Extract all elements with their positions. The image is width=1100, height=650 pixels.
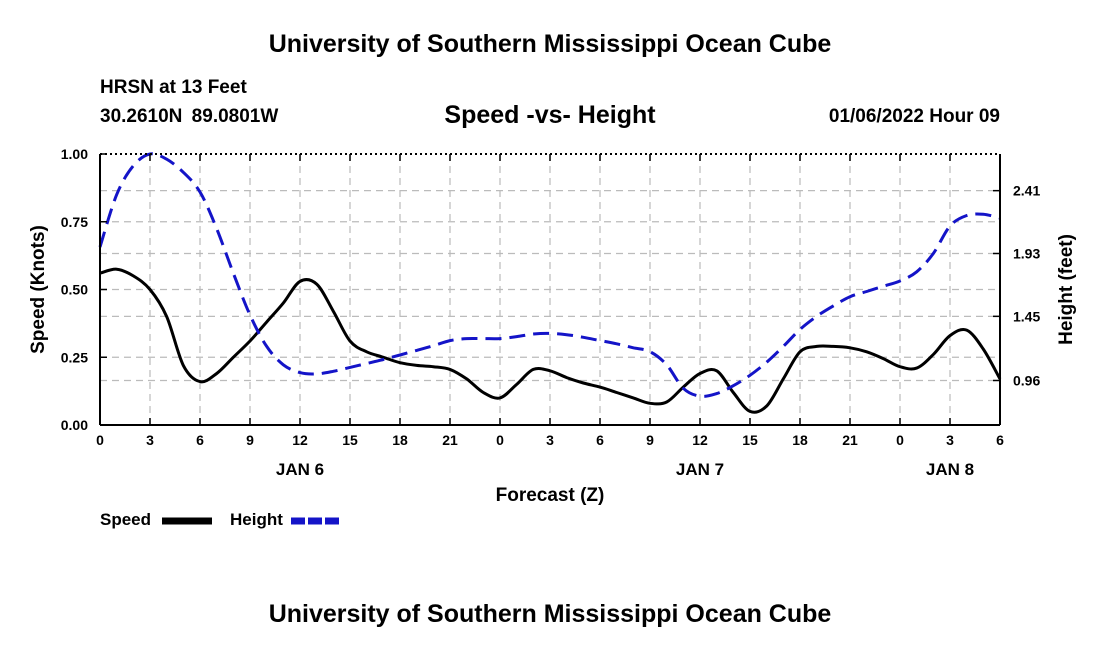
x-axis-title: Forecast (Z) bbox=[496, 485, 605, 506]
x-tick-label: 3 bbox=[546, 432, 554, 448]
axes: 0 3 6 9 12 15 18 21 0 3 6 9 12 15 18 21 0 3 6 0.00 0.25 0.50 0… bbox=[28, 146, 1077, 506]
x-tick-label: 0 bbox=[496, 432, 504, 448]
station-coordinates: 30.2610N 89.0801W bbox=[100, 106, 279, 127]
speed-series-line bbox=[99, 267, 1002, 414]
y2-tick-label: 1.45 bbox=[1013, 308, 1040, 324]
forecast-datetime: 01/06/2022 Hour 09 bbox=[828, 106, 1000, 127]
series-layer bbox=[98, 152, 1002, 414]
legend-label-speed: Speed bbox=[100, 510, 151, 529]
y2-tick-label: 0.96 bbox=[1013, 372, 1040, 388]
y-axis-title: Speed (Knots) bbox=[28, 225, 49, 354]
x-tick-label: 15 bbox=[742, 432, 758, 448]
y-tick-label: 0.25 bbox=[61, 349, 88, 365]
gridlines bbox=[100, 154, 1000, 425]
x-tick-label: 21 bbox=[842, 432, 858, 448]
day-label: JAN 6 bbox=[276, 460, 324, 479]
x-tick-label: 21 bbox=[442, 432, 458, 448]
x-tick-label: 3 bbox=[946, 432, 954, 448]
y2-axis-title: Height (feet) bbox=[1056, 234, 1077, 345]
legend: Speed Height bbox=[100, 510, 342, 529]
x-tick-label: 0 bbox=[896, 432, 904, 448]
chart-subtitle: Speed -vs- Height bbox=[444, 101, 656, 129]
height-series-line bbox=[98, 152, 1001, 398]
station-label: HRSN at 13 Feet bbox=[100, 77, 247, 98]
x-tick-label: 3 bbox=[146, 432, 154, 448]
day-label: JAN 7 bbox=[676, 460, 724, 479]
x-tick-label: 18 bbox=[392, 432, 408, 448]
footer-title: University of Southern Mississippi Ocean… bbox=[268, 600, 832, 628]
x-tick-label: 6 bbox=[996, 432, 1004, 448]
y2-tick-label: 2.41 bbox=[1013, 183, 1040, 199]
x-tick-label: 12 bbox=[292, 432, 308, 448]
x-tick-label: 9 bbox=[646, 432, 654, 448]
x-tick-label: 0 bbox=[96, 432, 104, 448]
y-tick-label: 1.00 bbox=[61, 146, 88, 162]
chart-title: University of Southern Mississippi Ocean… bbox=[268, 30, 832, 58]
x-tick-label: 18 bbox=[792, 432, 808, 448]
day-label: JAN 8 bbox=[926, 460, 974, 479]
x-tick-label: 6 bbox=[596, 432, 604, 448]
legend-label-height: Height bbox=[230, 510, 283, 529]
y-tick-label: 0.75 bbox=[61, 214, 88, 230]
y-tick-label: 0.50 bbox=[61, 282, 88, 298]
x-tick-label: 15 bbox=[342, 432, 358, 448]
x-tick-label: 12 bbox=[692, 432, 708, 448]
x-tick-label: 9 bbox=[246, 432, 254, 448]
y-tick-label: 0.00 bbox=[61, 417, 88, 433]
x-tick-label: 6 bbox=[196, 432, 204, 448]
y2-tick-label: 1.93 bbox=[1013, 245, 1040, 261]
